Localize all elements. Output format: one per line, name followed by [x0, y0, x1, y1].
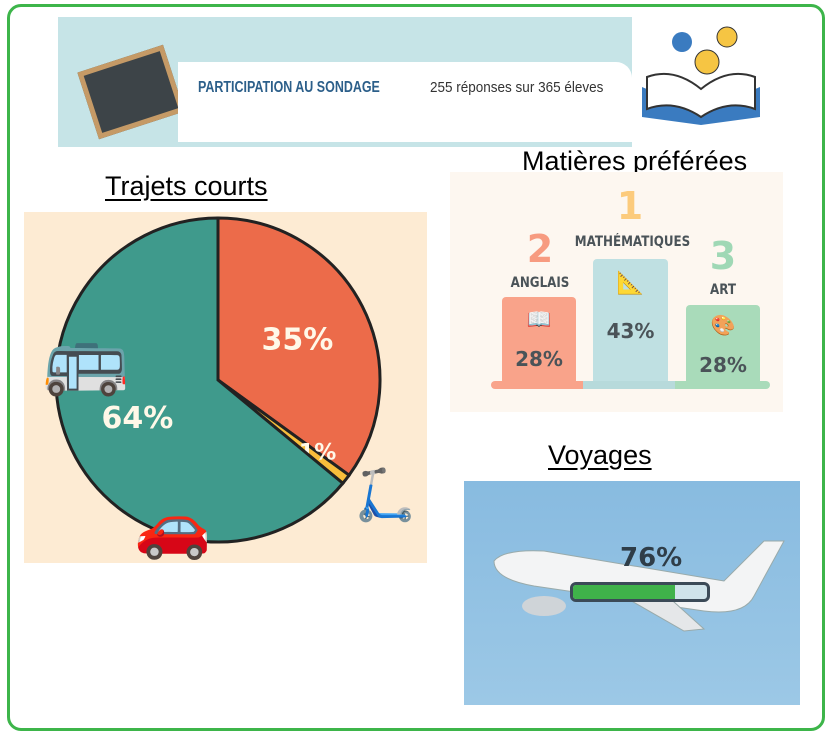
- book-lightbulb-icon: [632, 17, 770, 130]
- podium-base: [491, 381, 770, 389]
- pie-slice-label: 35%: [261, 323, 333, 358]
- podium-anglais: 📖 28%: [502, 297, 576, 383]
- rank-3: 3: [709, 234, 737, 278]
- pie-slice: [216, 216, 382, 478]
- subject-art: ART: [710, 282, 736, 298]
- voyages-panel: 76%: [464, 481, 800, 705]
- banner-subtitle: 255 réponses sur 365 éleves: [430, 79, 604, 96]
- pct-art: 28%: [699, 353, 747, 377]
- car-icon: 🚗: [134, 492, 211, 561]
- participation-banner: PARTICIPATION AU SONDAGE 255 réponses su…: [58, 17, 632, 147]
- subject-anglais: ANGLAIS: [510, 275, 570, 291]
- trajets-title: Trajets courts: [105, 171, 268, 201]
- book-icon: 📖: [526, 307, 552, 331]
- pct-mathematiques: 43%: [606, 319, 655, 343]
- progress-fill: [573, 585, 675, 599]
- bus-icon: 🚌: [42, 319, 129, 398]
- podium-mathematiques: 📐 43%: [593, 259, 668, 383]
- voyages-title: Voyages: [548, 440, 652, 470]
- infographic-frame: [7, 4, 825, 731]
- voyages-percent: 76%: [620, 543, 683, 573]
- banner-strip: [178, 62, 632, 142]
- pie-chart-panel: 35% 1% 64% 🚌 🚗 🛴: [24, 212, 427, 563]
- chalkboard-icon: [77, 44, 185, 140]
- voyages-progress-bar: [570, 582, 710, 602]
- subject-mathematiques: MATHÉMATIQUES: [574, 234, 691, 250]
- rank-1: 1: [616, 184, 644, 228]
- pie-slice: [54, 216, 345, 544]
- banner-title: PARTICIPATION AU SONDAGE: [198, 79, 380, 96]
- pct-anglais: 28%: [515, 347, 563, 371]
- rank-2: 2: [526, 227, 554, 271]
- set-square-icon: 📐: [616, 271, 645, 296]
- scooter-icon: 🛴: [354, 466, 416, 523]
- pie-slice-label: 64%: [101, 401, 173, 436]
- podium-panel: 2 ANGLAIS 📖 28% 1 MATHÉMATIQUES 📐 43% 3 …: [450, 172, 783, 412]
- palette-icon: 🎨: [710, 313, 736, 337]
- podium-art: 🎨 28%: [686, 305, 760, 383]
- matieres-title: Matières préférées: [522, 146, 748, 176]
- pie-chart: 35%1%64%🚌🚗 🛴: [42, 216, 416, 561]
